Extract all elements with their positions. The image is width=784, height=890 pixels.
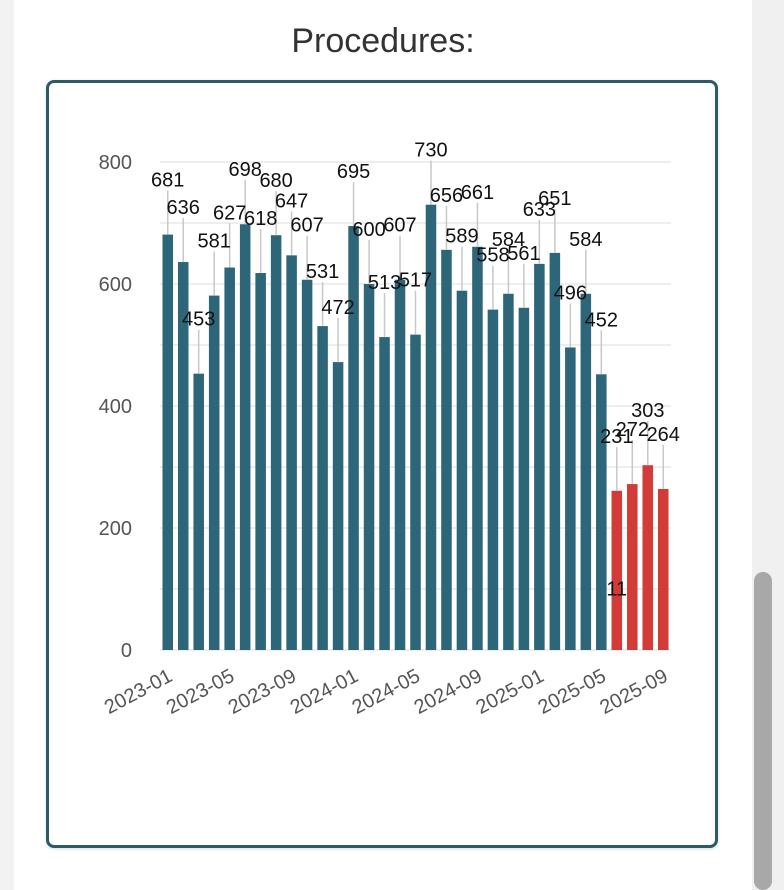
- bar: [177, 262, 189, 650]
- x-tick-label: 2023-01: [101, 665, 176, 719]
- bar: [193, 373, 204, 650]
- data-label: 231: [600, 426, 633, 448]
- bar: [239, 224, 251, 650]
- data-label: 627: [213, 203, 246, 225]
- x-tick-label: 2024-09: [411, 665, 486, 719]
- data-label: 618: [244, 208, 277, 230]
- panel-title: Procedures:: [291, 22, 475, 60]
- data-label: 561: [507, 243, 540, 265]
- data-label: 651: [538, 188, 571, 210]
- bar: [503, 293, 514, 650]
- data-label: 695: [337, 161, 370, 183]
- data-label: 589: [445, 226, 478, 248]
- y-tick-label: 400: [99, 396, 132, 418]
- data-label: 633: [523, 199, 556, 221]
- bar: [162, 234, 174, 650]
- bar: [565, 347, 576, 650]
- bar: [286, 255, 297, 650]
- data-label: 496: [554, 282, 587, 304]
- x-tick-label: 2023-09: [225, 665, 300, 719]
- data-label: 581: [198, 231, 231, 253]
- bar: [317, 326, 328, 650]
- bar: [611, 490, 623, 650]
- data-label: 681: [151, 170, 184, 192]
- data-label: 531: [306, 261, 339, 283]
- bar: [208, 295, 220, 650]
- bar: [270, 235, 282, 650]
- bar: [255, 273, 266, 650]
- data-label: 472: [321, 297, 354, 319]
- bar: [642, 465, 654, 650]
- data-label: 452: [585, 309, 618, 331]
- data-label: 698: [228, 159, 261, 181]
- bar: [348, 226, 359, 651]
- bar: [518, 307, 530, 650]
- data-label: 600: [352, 219, 385, 241]
- bar: [394, 279, 406, 650]
- bar: [580, 293, 592, 650]
- y-tick-label: 0: [121, 640, 132, 662]
- data-label: 11: [606, 578, 627, 600]
- data-label: 513: [368, 272, 401, 294]
- x-tick-label: 2024-01: [287, 665, 362, 719]
- x-tick-label: 2025-09: [596, 665, 671, 719]
- bar: [534, 263, 545, 650]
- data-label: 584: [492, 229, 525, 251]
- y-tick-label: 600: [99, 274, 132, 296]
- y-tick-label: 200: [99, 518, 132, 540]
- bar: [224, 267, 235, 650]
- bar: [627, 484, 638, 650]
- x-tick-label: 2024-05: [349, 665, 424, 719]
- data-label: 656: [430, 185, 463, 207]
- bar: [363, 284, 375, 650]
- data-label: 264: [647, 424, 680, 446]
- bar: [657, 488, 669, 650]
- x-tick-label: 2023-05: [163, 665, 238, 719]
- data-label: 517: [399, 270, 432, 292]
- data-label: 584: [569, 229, 602, 251]
- data-label: 607: [383, 215, 416, 237]
- data-label: 607: [290, 215, 323, 237]
- scrollbar-thumb[interactable]: [754, 572, 772, 890]
- data-label: 680: [259, 170, 292, 192]
- bar: [379, 337, 390, 650]
- bar: [332, 362, 344, 650]
- x-tick-label: 2025-01: [473, 665, 548, 719]
- procedures-bar-chart: 0 200 400 600 800 681 636 453 581 627 698 618 680647…: [99, 140, 680, 719]
- data-label: 558: [476, 245, 509, 267]
- y-tick-label: 800: [99, 152, 132, 174]
- bar: [596, 374, 607, 650]
- data-label: 730: [414, 140, 447, 162]
- procedures-panel: Procedures: 0 200 400 600 800 681 636 453 581 627…: [14, 0, 752, 890]
- data-label: 272: [616, 419, 649, 441]
- data-label: 647: [275, 190, 308, 212]
- bar: [410, 334, 421, 650]
- bar: [441, 249, 452, 650]
- bar: [301, 279, 313, 650]
- bar: [456, 290, 468, 650]
- bar: [425, 204, 437, 650]
- x-tick-label: 2025-05: [535, 665, 610, 719]
- bar: [487, 309, 499, 650]
- chart-card: 0 200 400 600 800 681 636 453 581 627 698 618 680 647…: [46, 80, 718, 848]
- data-label: 661: [461, 182, 494, 204]
- bar: [472, 246, 483, 651]
- data-label: 636: [167, 197, 200, 219]
- data-label: 303: [631, 400, 664, 422]
- data-label: 453: [182, 309, 215, 331]
- bar: [549, 252, 561, 650]
